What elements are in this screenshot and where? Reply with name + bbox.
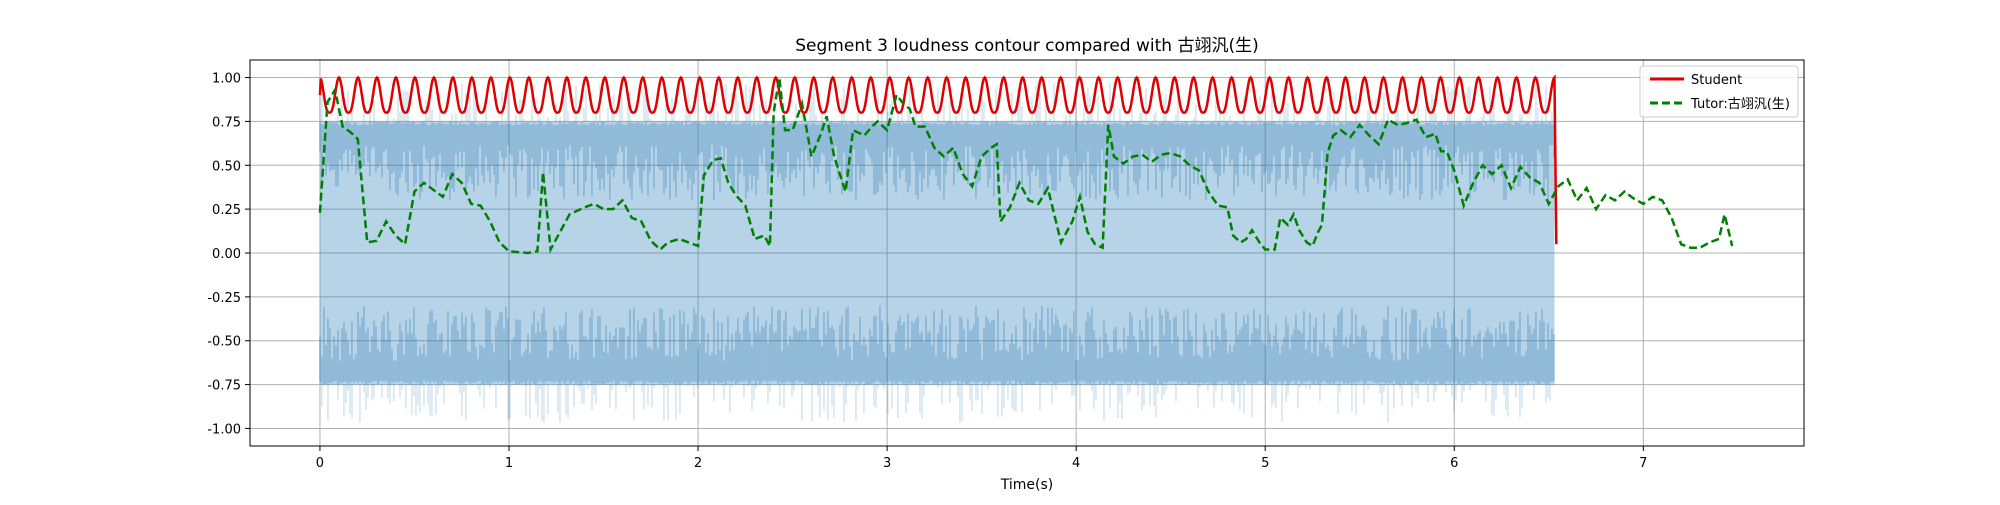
x-tick-label: 0 xyxy=(316,456,324,471)
y-tick-label: -0.75 xyxy=(207,379,241,394)
y-axis-ticks: 1.00 0.75 0.50 0.25 0.00 -0.25 -0.50 -0.75 -1.00 xyxy=(207,72,250,437)
x-tick-label: 7 xyxy=(1639,456,1647,471)
legend-label-student: Student xyxy=(1691,73,1742,88)
x-tick-label: 6 xyxy=(1450,456,1458,471)
x-tick-label: 3 xyxy=(883,456,891,471)
y-tick-label: 0.50 xyxy=(212,159,241,174)
y-tick-label: 1.00 xyxy=(212,72,241,87)
y-tick-label: 0.25 xyxy=(212,203,241,218)
series-line-student xyxy=(318,74,1558,245)
waveform-upper-texture xyxy=(319,121,1555,201)
waveform-lower-texture xyxy=(319,305,1555,385)
y-tick-label: 0.00 xyxy=(212,247,241,262)
x-tick-label: 1 xyxy=(505,456,513,471)
series-line-tutor xyxy=(318,77,1734,255)
x-tick-label: 5 xyxy=(1261,456,1269,471)
y-tick-label: -0.50 xyxy=(207,335,241,350)
y-tick-label: -1.00 xyxy=(207,422,241,437)
x-axis-ticks: 0 1 2 3 4 5 6 7 xyxy=(316,446,1647,471)
x-axis-label: Time(s) xyxy=(1000,477,1053,493)
legend-label-tutor: Tutor:古翊汎(生) xyxy=(1690,97,1790,112)
chart-title: Segment 3 loudness contour compared with… xyxy=(795,36,1258,56)
y-tick-label: 0.75 xyxy=(212,115,241,130)
x-tick-label: 2 xyxy=(694,456,702,471)
x-tick-label: 4 xyxy=(1072,456,1080,471)
y-tick-label: -0.25 xyxy=(207,291,241,306)
legend: Student Tutor:古翊汎(生) xyxy=(1639,65,1799,118)
series-lines xyxy=(318,74,1734,255)
waveform-spikes xyxy=(319,82,1553,423)
grid-lines xyxy=(250,60,1804,446)
